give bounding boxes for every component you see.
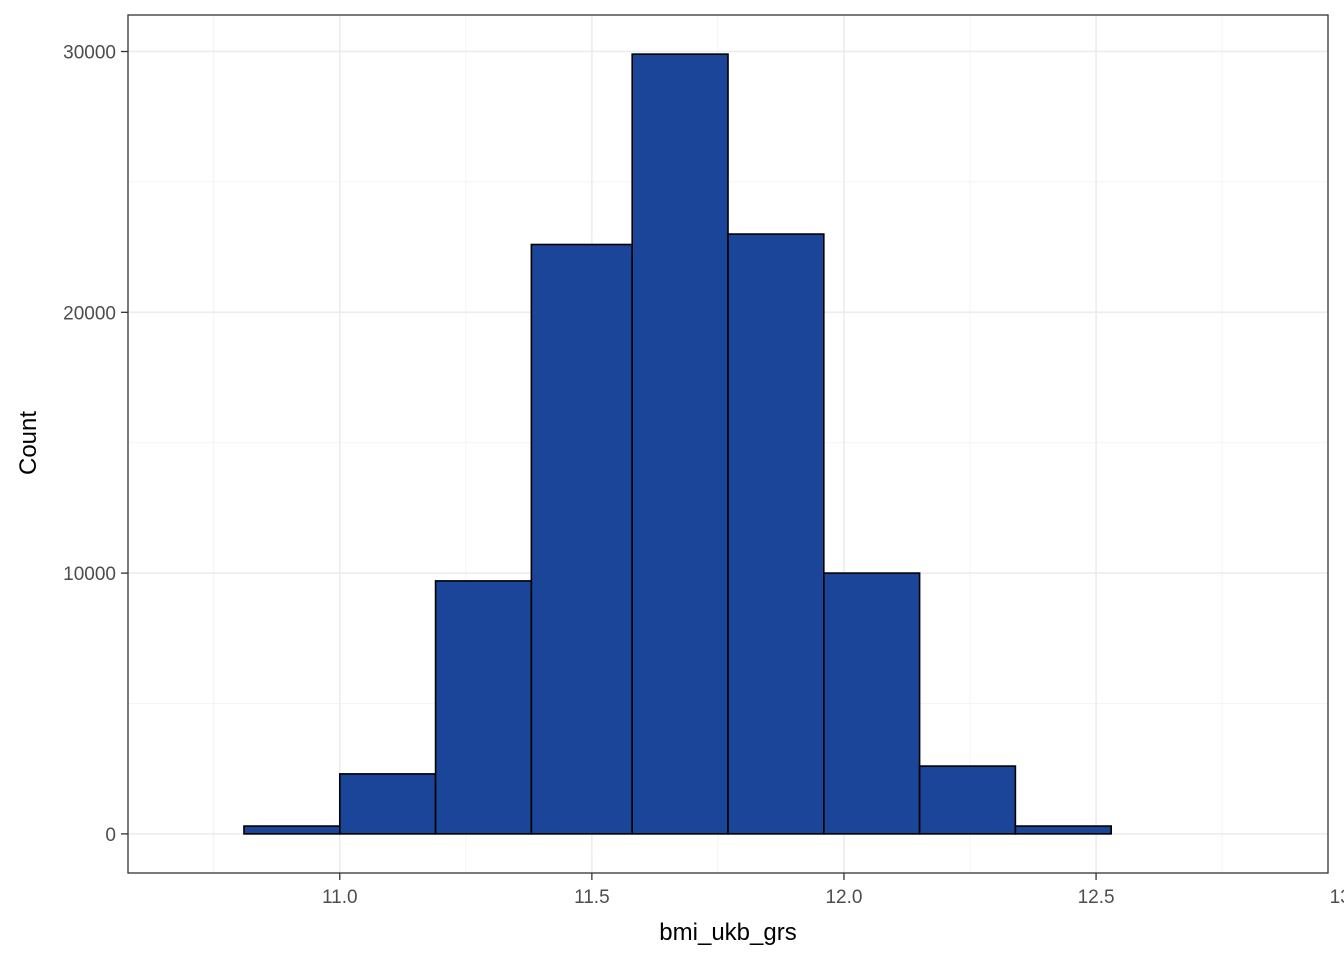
x-tick-label: 13.0 xyxy=(1330,887,1344,908)
x-axis-title: bmi_ukb_grs xyxy=(659,919,796,946)
x-axis: 11.0 11.5 12.0 12.5 13.0 xyxy=(322,873,1344,908)
y-tick-label: 0 xyxy=(105,825,116,846)
y-tick-label: 10000 xyxy=(63,564,116,585)
x-tick-label: 12.5 xyxy=(1078,887,1115,908)
histogram-bar-10 xyxy=(1014,825,1112,835)
histogram-bar-5 xyxy=(530,243,634,835)
y-tick-label: 20000 xyxy=(63,303,116,324)
histogram-bar-7 xyxy=(727,233,825,835)
x-tick-label: 11.5 xyxy=(574,887,610,908)
histogram-bar-6 xyxy=(631,53,729,835)
histogram-bar-9 xyxy=(918,765,1017,835)
y-tick-label: 30000 xyxy=(63,43,116,64)
histogram-bar-2 xyxy=(243,825,341,835)
histogram-bar-8 xyxy=(822,572,921,835)
y-axis: 0 10000 20000 30000 xyxy=(63,43,128,846)
histogram-bar-3 xyxy=(338,773,437,835)
panel-border xyxy=(127,14,1329,874)
x-tick-label: 12.0 xyxy=(825,887,862,908)
y-axis-title: Count xyxy=(15,411,42,475)
histogram-bars xyxy=(243,53,1112,835)
x-tick-label: 11.0 xyxy=(322,887,358,908)
histogram-bar-4 xyxy=(434,580,533,835)
